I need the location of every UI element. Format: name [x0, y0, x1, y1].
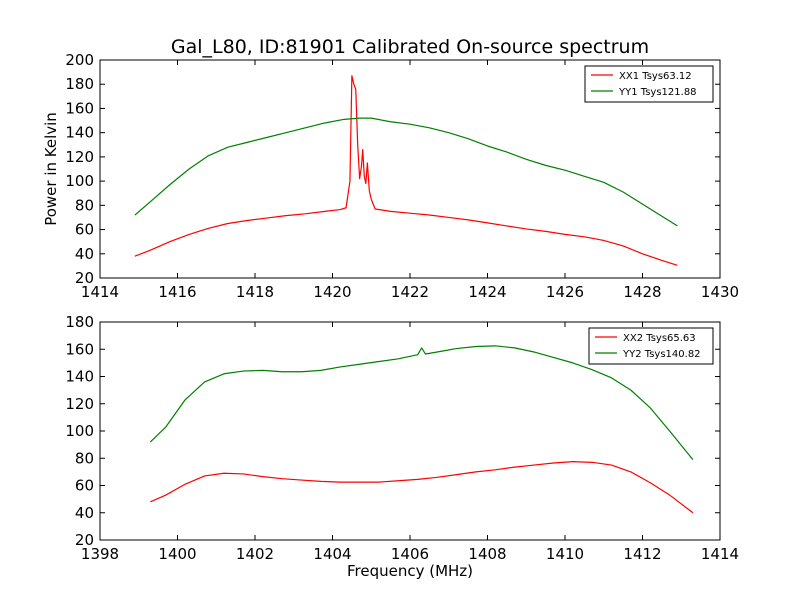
x-tick-label: 1422: [391, 283, 429, 301]
x-tick-label: 1404: [313, 545, 351, 563]
y-tick-label: 180: [65, 313, 94, 331]
x-tick-label: 1420: [313, 283, 351, 301]
x-tick-label: 1414: [81, 283, 119, 301]
bottom-plot-area: 1398 1400 1402 1404 1406 1408 1410 1412 1414 20 40…: [65, 313, 739, 563]
x-tick-label: 1410: [546, 545, 584, 563]
y-tick-label: 20: [75, 269, 94, 287]
x-axis-label: Frequency (MHz): [347, 562, 473, 580]
y-tick-label: 120: [65, 395, 94, 413]
y-tick-label: 80: [75, 196, 94, 214]
y-tick-label: 100: [65, 422, 94, 440]
bottom-panel: Frequency (MHz) 1398 1400 1402 1404 1406 1408…: [65, 313, 739, 580]
series-line-0: [150, 461, 694, 514]
legend-label: XX1 Tsys63.12: [619, 71, 692, 82]
y-tick-label: 80: [75, 449, 94, 467]
y-tick-label: 100: [65, 172, 94, 190]
y-tick-label: 140: [65, 368, 94, 386]
legend: XX2 Tsys65.63 YY2 Tsys140.82: [588, 327, 714, 365]
legend-label: YY1 Tsys121.88: [618, 87, 697, 98]
y-tick-label: 180: [65, 75, 94, 93]
chart-title: Gal_L80, ID:81901 Calibrated On-source s…: [171, 36, 649, 58]
x-tick-label: 1398: [81, 545, 119, 563]
x-tick-label: 1428: [623, 283, 661, 301]
y-tick-label: 40: [75, 504, 94, 522]
legend: XX1 Tsys63.12 YY1 Tsys121.88: [584, 65, 714, 103]
y-tick-label: 140: [65, 124, 94, 142]
x-tick-label: 1416: [158, 283, 196, 301]
x-tick-label: 1412: [623, 545, 661, 563]
top-panel: Gal_L80, ID:81901 Calibrated On-source s…: [42, 36, 739, 301]
y-tick-label: 200: [65, 51, 94, 69]
x-tick-label: 1414: [701, 545, 739, 563]
x-tick-label: 1418: [236, 283, 274, 301]
y-tick-label: 120: [65, 148, 94, 166]
x-tick-label: 1430: [701, 283, 739, 301]
legend-label: XX2 Tsys65.63: [623, 333, 696, 344]
legend-label: YY2 Tsys140.82: [622, 349, 701, 360]
x-tick-label: 1426: [546, 283, 584, 301]
y-axis-label: Power in Kelvin: [42, 112, 60, 226]
x-tick-label: 1408: [468, 545, 506, 563]
x-tick-label: 1400: [158, 545, 196, 563]
series-line-1: [134, 117, 678, 227]
x-tick-label: 1424: [468, 283, 506, 301]
y-tick-label: 20: [75, 531, 94, 549]
x-tick-label: 1406: [391, 545, 429, 563]
legend-box: [584, 65, 714, 103]
top-plot-area: 1414 1416 1418 1420 1422 1424 1426 1428 1430 20 40…: [65, 51, 739, 301]
y-tick-label: 160: [65, 99, 94, 117]
y-tick-label: 160: [65, 340, 94, 358]
x-tick-label: 1402: [236, 545, 274, 563]
y-tick-label: 60: [75, 221, 94, 239]
y-tick-label: 40: [75, 245, 94, 263]
series-line-0: [134, 75, 678, 266]
y-tick-label: 60: [75, 477, 94, 495]
legend-box: [588, 327, 714, 365]
series-line-1: [149, 345, 694, 460]
